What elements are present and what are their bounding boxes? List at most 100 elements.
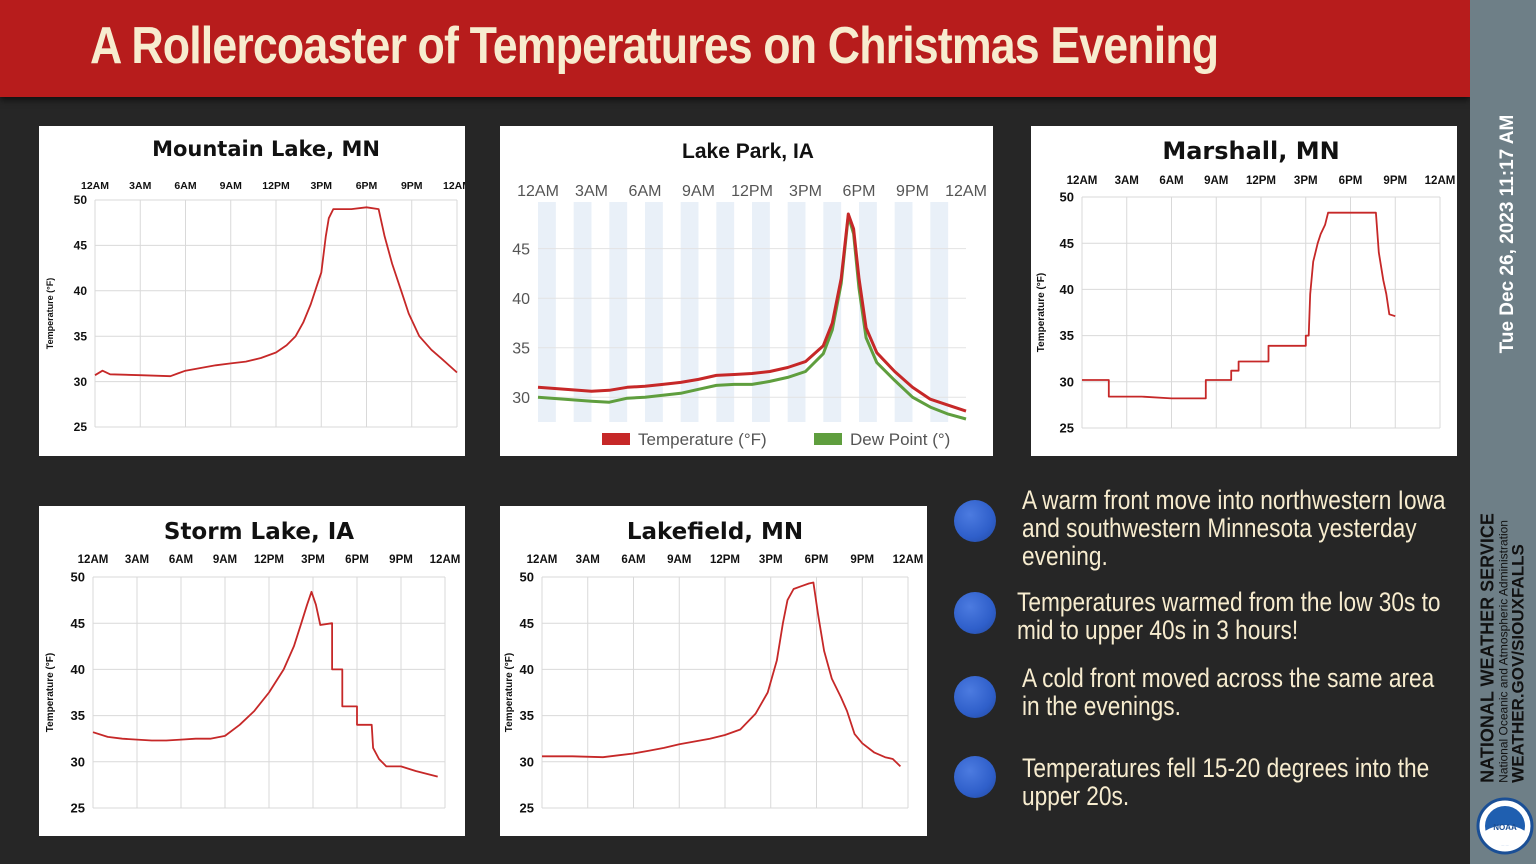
chart-mountain-lake: Mountain Lake, MN 12AM 3AM 6AM 9AM 12PM 3PM 6PM… bbox=[45, 137, 465, 434]
y-axis-label: Temperature (°F) bbox=[45, 278, 55, 349]
x-tick-label: 6PM bbox=[843, 183, 876, 200]
bullet-dot-icon bbox=[954, 592, 996, 634]
y-tick-label: 30 bbox=[1060, 374, 1074, 389]
x-tick-label: 9AM bbox=[682, 183, 715, 200]
x-tick-label: 3AM bbox=[125, 554, 149, 566]
y-axis-label: Temperature (°F) bbox=[504, 653, 515, 732]
x-tick-label: 6AM bbox=[629, 183, 662, 200]
y-tick-label: 40 bbox=[520, 662, 534, 677]
page-title: A Rollercoaster of Temperatures on Chris… bbox=[90, 17, 1219, 75]
x-tick-label: 12PM bbox=[731, 183, 773, 200]
x-tick-label: 9PM bbox=[401, 180, 423, 192]
chart-storm-lake: Storm Lake, IA 12AM 3AM 6AM 9AM 12PM 3PM 6PM 9PM… bbox=[45, 519, 461, 816]
y-axis-label: Temperature (°F) bbox=[45, 653, 56, 732]
x-tick-label: 3PM bbox=[301, 554, 325, 566]
y-tick-label: 30 bbox=[512, 390, 530, 407]
chart-panel-mountain-lake: Mountain Lake, MN 12AM 3AM 6AM 9AM 12PM 3PM 6PM… bbox=[39, 126, 465, 456]
x-tick-label: 12AM bbox=[1067, 175, 1098, 187]
x-tick-label: 6AM bbox=[621, 554, 645, 566]
temperature-line bbox=[94, 206, 458, 378]
shade-band bbox=[645, 202, 663, 422]
x-tick-label: 6PM bbox=[345, 554, 369, 566]
x-tick-label: 6AM bbox=[1159, 175, 1183, 187]
x-tick-label: 12AM bbox=[81, 180, 109, 192]
legend-swatch bbox=[814, 433, 842, 445]
chart-panel-marshall: Marshall, MN 12AM 3AM 6AM 9AM 12PM 3PM 6PM 9PM 12… bbox=[1031, 126, 1457, 456]
y-tick-label: 45 bbox=[1060, 236, 1074, 251]
y-tick-label: 35 bbox=[74, 329, 88, 343]
x-tick-label: 12AM bbox=[430, 554, 461, 566]
chart-lake-park: Lake Park, IA 12AM 3AM 6AM 9AM 12PM 3PM 6PM 9PM 1… bbox=[512, 140, 987, 449]
bullet-text: Temperatures warmed from the low 30s to … bbox=[1017, 587, 1441, 645]
shade-band bbox=[894, 202, 913, 422]
y-tick-label: 45 bbox=[74, 239, 88, 253]
bullet-dot-icon bbox=[954, 676, 996, 718]
temperature-line bbox=[1082, 211, 1396, 400]
y-tick-label: 30 bbox=[74, 375, 88, 389]
x-tick-label: 6AM bbox=[174, 180, 196, 192]
x-tick-label: 3PM bbox=[759, 554, 783, 566]
y-tick-label: 35 bbox=[512, 340, 530, 357]
x-tick-label: 6AM bbox=[169, 554, 193, 566]
bullet-dot-icon bbox=[954, 756, 996, 798]
y-tick-label: 50 bbox=[74, 193, 88, 207]
noaa-logo-text: NOAA bbox=[1493, 823, 1517, 832]
x-tick-label: 9PM bbox=[389, 554, 413, 566]
x-tick-label: 6PM bbox=[356, 180, 378, 192]
y-tick-label: 50 bbox=[71, 570, 85, 585]
chart-title: Lake Park, IA bbox=[682, 140, 814, 163]
y-tick-label: 35 bbox=[1060, 328, 1074, 343]
x-tick-label: 12AM bbox=[893, 554, 924, 566]
shade-band bbox=[609, 202, 628, 422]
y-tick-label: 25 bbox=[74, 420, 88, 434]
bullet-text: A warm front move into northwestern Iowa… bbox=[1022, 485, 1446, 571]
y-tick-label: 40 bbox=[512, 291, 530, 308]
y-tick-label: 25 bbox=[1060, 421, 1074, 436]
shade-band bbox=[538, 202, 556, 422]
timestamp: Tue Dec 26, 2023 11:17 AM bbox=[1497, 114, 1518, 354]
y-tick-label: 45 bbox=[71, 616, 85, 631]
y-tick-label: 40 bbox=[71, 662, 85, 677]
nws-sidebar bbox=[1470, 0, 1536, 864]
legend-swatch bbox=[602, 433, 630, 445]
bullet-item: A cold front moved across the same area … bbox=[954, 664, 1522, 720]
x-tick-label: 9PM bbox=[1383, 175, 1407, 187]
temperature-line bbox=[92, 590, 438, 778]
chart-title: Storm Lake, IA bbox=[164, 519, 354, 545]
dew-point-line bbox=[537, 214, 967, 421]
chart-lakefield: Lakefield, MN 12AM 3AM 6AM 9AM 12PM 3PM 6PM 9PM 1… bbox=[504, 519, 924, 816]
chart-panel-storm-lake: Storm Lake, IA 12AM 3AM 6AM 9AM 12PM 3PM 6PM 9PM… bbox=[39, 506, 465, 836]
x-tick-label: 9AM bbox=[1204, 175, 1228, 187]
bullet-item: Temperatures fell 15-20 degrees into the… bbox=[954, 753, 1522, 811]
y-tick-label: 50 bbox=[520, 570, 534, 585]
x-tick-label: 12AM bbox=[517, 183, 559, 200]
bullet-text: A cold front moved across the same area … bbox=[1022, 663, 1435, 721]
temperature-line bbox=[537, 212, 967, 413]
bullet-item: A warm front move into northwestern Iowa… bbox=[954, 486, 1536, 570]
shade-band bbox=[787, 202, 806, 422]
x-tick-label: 6PM bbox=[1339, 175, 1363, 187]
x-tick-label: 3AM bbox=[129, 180, 151, 192]
x-tick-label: 3PM bbox=[310, 180, 332, 192]
x-tick-label: 3PM bbox=[1294, 175, 1318, 187]
x-tick-label: 3AM bbox=[575, 183, 608, 200]
y-tick-label: 30 bbox=[520, 754, 534, 769]
x-tick-label: 12PM bbox=[710, 554, 740, 566]
x-tick-label: 3PM bbox=[789, 183, 822, 200]
legend-label: Temperature (°F) bbox=[638, 430, 767, 449]
legend-label: Dew Point (°) bbox=[850, 430, 950, 449]
x-tick-label: 9AM bbox=[220, 180, 242, 192]
chart-title: Marshall, MN bbox=[1162, 137, 1339, 165]
x-tick-label: 12AM bbox=[443, 180, 465, 192]
x-tick-label: 6PM bbox=[805, 554, 829, 566]
shade-band bbox=[680, 202, 699, 422]
shade-band bbox=[752, 202, 770, 422]
bullet-dot-icon bbox=[954, 500, 996, 542]
chart-title: Lakefield, MN bbox=[627, 519, 803, 545]
shade-band bbox=[716, 202, 735, 422]
bullet-text: Temperatures fell 15-20 degrees into the… bbox=[1022, 753, 1430, 811]
chart-panel-lakefield: Lakefield, MN 12AM 3AM 6AM 9AM 12PM 3PM 6PM 9PM 1… bbox=[500, 506, 927, 836]
y-tick-label: 25 bbox=[71, 801, 85, 816]
y-tick-label: 45 bbox=[520, 616, 534, 631]
y-tick-label: 45 bbox=[512, 241, 530, 258]
